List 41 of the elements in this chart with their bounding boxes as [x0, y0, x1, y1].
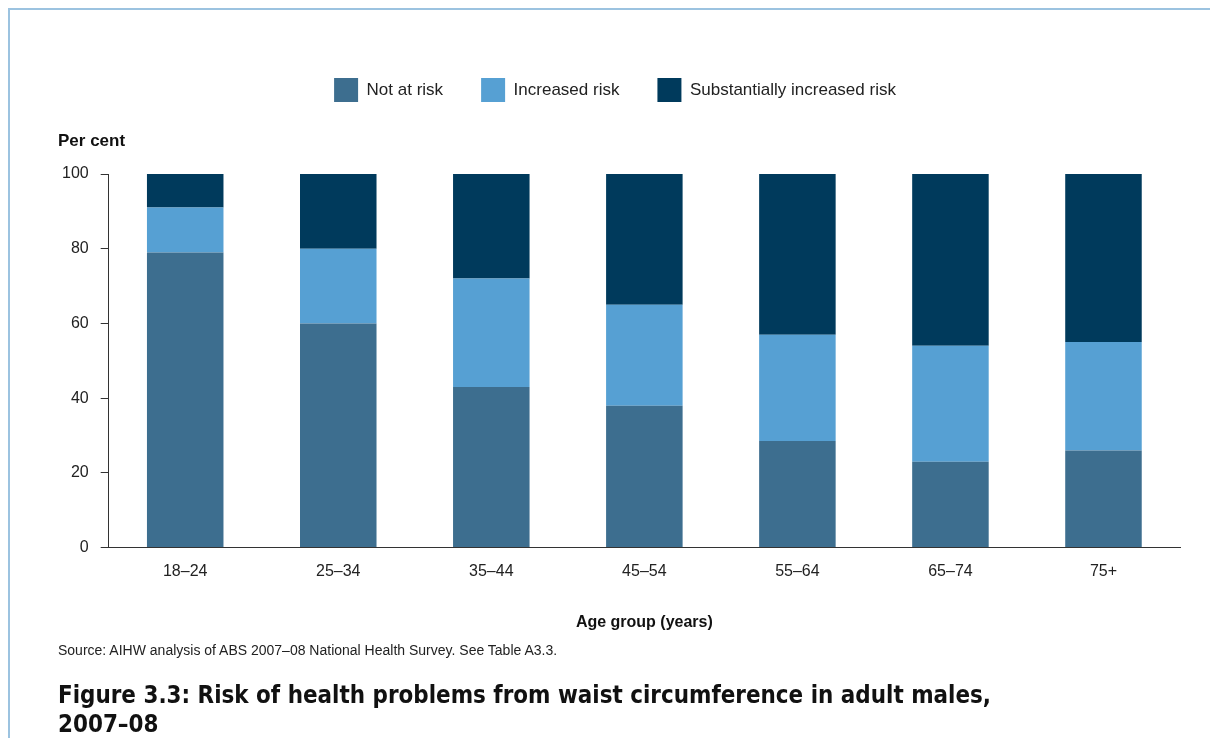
bar [759, 334, 836, 442]
x-tick-label: 18–24 [162, 561, 208, 579]
y-tick-label: 0 [79, 538, 89, 556]
bar [912, 174, 989, 346]
bar [453, 278, 530, 387]
bar [606, 304, 683, 406]
legend-label: Not at risk [366, 79, 444, 99]
bar [1065, 342, 1142, 451]
x-tick-label: 65–74 [928, 561, 973, 579]
x-tick-label: 75+ [1089, 561, 1118, 579]
bar [453, 174, 530, 279]
legend-label: Substantially increased risk [689, 79, 897, 99]
bar [300, 323, 377, 548]
bar [606, 174, 683, 305]
bar [300, 174, 377, 249]
bar [146, 174, 224, 208]
y-tick-label: 40 [70, 388, 89, 406]
y-tick-label: 80 [70, 239, 89, 257]
y-tick-label: 20 [70, 463, 89, 481]
y-tick-label: 100 [61, 164, 89, 182]
x-tick-label: 45–54 [622, 561, 667, 579]
bar [759, 441, 836, 548]
x-axis-title: Age group (years) [575, 612, 713, 630]
bar [912, 461, 989, 548]
source-note: Source: AIHW analysis of ABS 2007–08 National Health Survey. See Table A3.3. [58, 642, 559, 658]
bar [1065, 174, 1142, 343]
bar [912, 345, 989, 462]
x-tick-label: 25–34 [316, 561, 361, 579]
bar [453, 386, 530, 548]
text: Figure 3.3: Risk of health problems from waist circumference in adult males, 2007–08 [58, 680, 992, 738]
legend-label: Increased risk [513, 79, 620, 99]
bar [146, 252, 224, 548]
bar [1065, 450, 1142, 548]
bar [300, 248, 377, 324]
y-tick-label: 60 [70, 313, 89, 331]
x-tick-label: 55–64 [775, 561, 820, 579]
bar [759, 174, 836, 335]
bar [606, 405, 683, 548]
x-tick-label: 35–44 [469, 561, 514, 579]
y-axis-title: Per cent [58, 131, 126, 151]
bar [146, 207, 224, 253]
